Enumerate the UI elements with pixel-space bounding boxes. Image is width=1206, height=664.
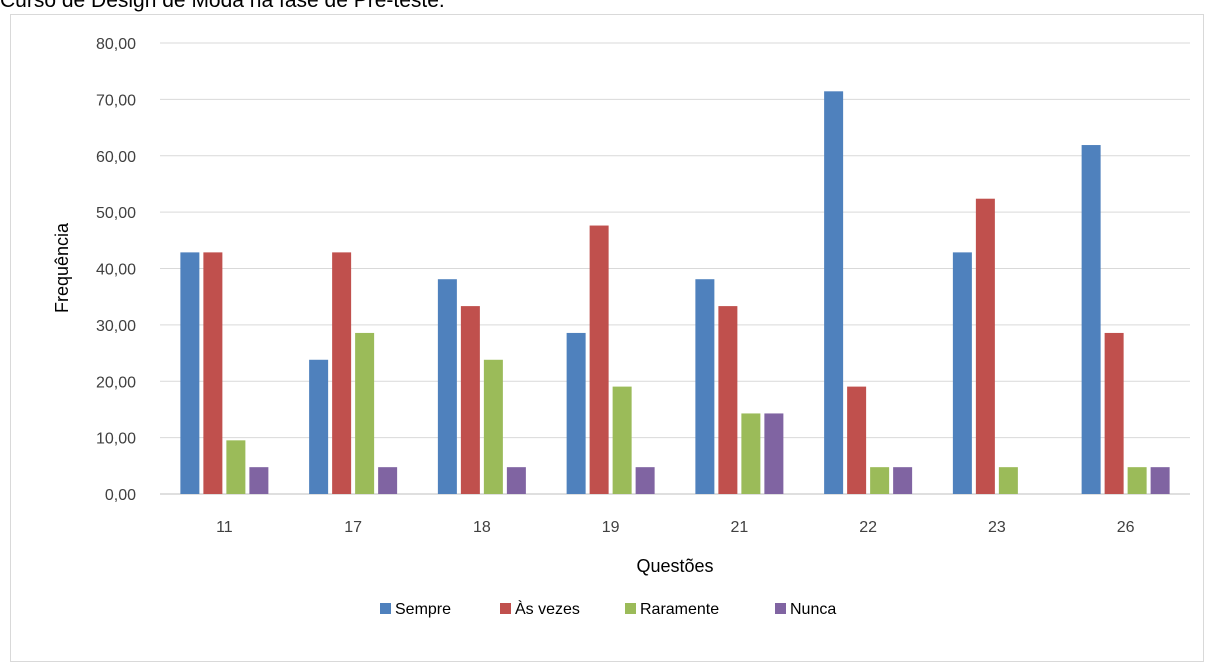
bar-nunca-q22 xyxy=(893,467,913,494)
x-tick-label: 19 xyxy=(602,519,620,536)
bar-sempre-q11 xyxy=(180,252,200,494)
y-tick-label: 0,00 xyxy=(105,487,136,504)
legend-label: Raramente xyxy=(640,601,719,618)
bar--s-vezes-q26 xyxy=(1104,332,1124,494)
bar-sempre-q26 xyxy=(1081,145,1101,494)
legend-swatch-sempre xyxy=(380,603,391,614)
bar-sempre-q18 xyxy=(437,279,457,494)
bar-raramente-q22 xyxy=(870,467,890,494)
x-tick-label: 17 xyxy=(344,519,362,536)
bar--s-vezes-q22 xyxy=(847,386,867,494)
bar--s-vezes-q18 xyxy=(460,306,480,494)
legend-label: Nunca xyxy=(790,601,836,618)
y-tick-label: 80,00 xyxy=(96,36,136,53)
bar-raramente-q19 xyxy=(612,386,632,494)
bar-sempre-q19 xyxy=(566,332,586,494)
y-tick-label: 40,00 xyxy=(96,262,136,279)
bar--s-vezes-q21 xyxy=(718,306,738,494)
y-tick-label: 10,00 xyxy=(96,431,136,448)
bar--s-vezes-q17 xyxy=(332,252,352,494)
x-tick-label: 23 xyxy=(988,519,1006,536)
bar-raramente-q26 xyxy=(1127,467,1147,494)
bar-nunca-q26 xyxy=(1150,467,1170,494)
bar-nunca-q17 xyxy=(378,467,398,494)
x-tick-label: 22 xyxy=(859,519,877,536)
x-tick-label: 18 xyxy=(473,519,491,536)
x-tick-label: 11 xyxy=(216,519,233,536)
y-axis-title: Frequência xyxy=(52,222,72,313)
bar-sempre-q17 xyxy=(309,359,329,494)
bar-nunca-q21 xyxy=(764,413,784,494)
bar-sempre-q22 xyxy=(824,91,844,494)
figure-caption: Curso de Design de Moda na fase de Pré-t… xyxy=(0,0,445,12)
y-tick-label: 70,00 xyxy=(96,92,136,109)
bar--s-vezes-q23 xyxy=(975,198,995,494)
x-tick-label: 26 xyxy=(1117,519,1135,536)
bar-sempre-q21 xyxy=(695,279,715,494)
x-axis-title: Questões xyxy=(636,556,713,576)
y-tick-label: 30,00 xyxy=(96,318,136,335)
bar--s-vezes-q11 xyxy=(203,252,223,494)
bar--s-vezes-q19 xyxy=(589,225,609,495)
bar-raramente-q21 xyxy=(741,413,761,494)
y-tick-label: 60,00 xyxy=(96,149,136,166)
bar-sempre-q23 xyxy=(952,252,972,494)
y-tick-label: 50,00 xyxy=(96,205,136,222)
bar-nunca-q19 xyxy=(635,467,655,494)
bar-nunca-q11 xyxy=(249,467,269,494)
bar-nunca-q18 xyxy=(506,467,526,494)
legend-label: Sempre xyxy=(395,601,451,618)
bar-raramente-q17 xyxy=(355,332,375,494)
bar-raramente-q23 xyxy=(998,467,1018,494)
legend-swatch-nunca xyxy=(775,603,786,614)
legend-label: Às vezes xyxy=(515,599,580,618)
legend-swatch-raramente xyxy=(625,603,636,614)
legend-swatch--s-vezes xyxy=(500,603,511,614)
x-tick-label: 21 xyxy=(730,519,748,536)
bar-raramente-q11 xyxy=(226,440,246,494)
bar-raramente-q18 xyxy=(483,359,503,494)
y-tick-label: 20,00 xyxy=(96,374,136,391)
